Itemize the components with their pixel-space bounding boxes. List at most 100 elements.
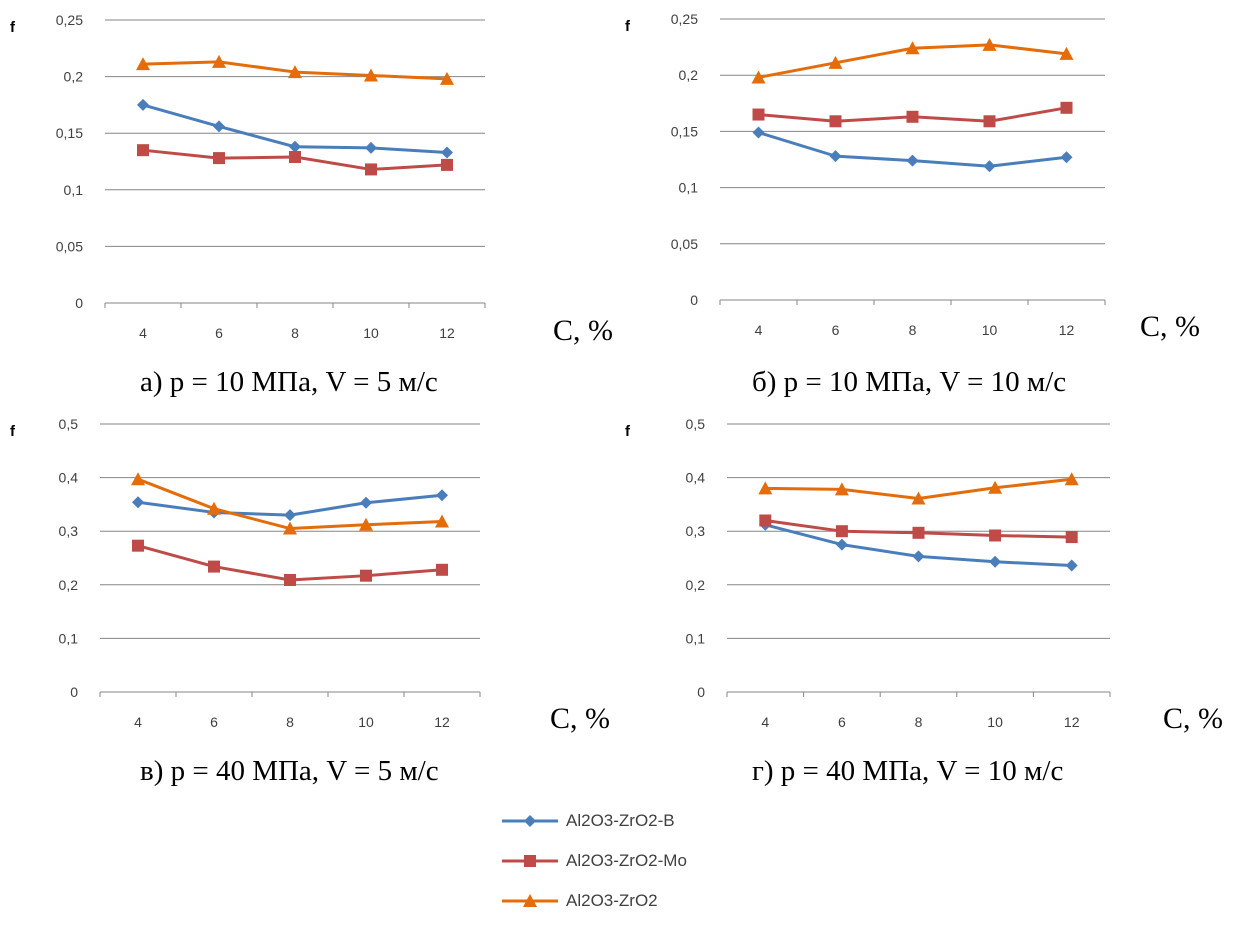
y-tick-label: 0,2 [64,69,84,85]
data-point [213,152,225,165]
data-point [1064,472,1079,486]
data-point [441,146,453,159]
data-point [1060,151,1073,164]
data-point [137,98,149,111]
data-point [989,529,1002,542]
y-tick-label: 0,5 [686,416,706,432]
x-tick-label: 12 [1059,322,1075,338]
data-point [441,158,453,171]
data-point [435,514,449,528]
data-point [982,37,997,51]
legend-item-base: Al2O3-ZrO2 [500,886,658,916]
legend-label-mo: Al2O3-ZrO2-Mo [566,851,687,870]
y-tick-label: 0,25 [671,11,698,27]
y-tick-label: 0,1 [59,630,79,646]
chart-b-caption: б) p = 10 МПа, V = 10 м/с [752,366,1067,398]
y-tick-label: 0,5 [59,416,79,432]
legend-label-b: Al2O3-ZrO2-B [566,811,675,830]
data-point [751,70,766,84]
y-tick-label: 0 [70,684,78,700]
legend-marker-square [502,855,558,867]
data-point [131,472,145,486]
y-axis-label: f [10,19,16,36]
data-point [912,550,925,563]
x-axis-label: C, % [1140,310,1200,343]
data-point [1060,101,1073,114]
data-point [983,115,996,128]
data-point [359,517,373,531]
data-point [905,41,920,55]
x-tick-label: 12 [434,714,450,730]
chart-a-svg: 0 0,05 0,1 0,15 0,2 0,25 4 6 8 10 12 f C, % [10,12,613,347]
chart-b-svg: 0 0,05 0,1 0,15 0,2 0,25 4 6 8 10 12 f C, % [625,11,1200,343]
series-line [137,477,443,531]
data-point [289,150,301,163]
x-axis-label: C, % [1163,702,1223,735]
data-point [835,525,848,538]
x-tick-label: 8 [286,714,294,730]
legend-item-mo: Al2O3-ZrO2-Mo [500,846,687,876]
x-tick-label: 10 [358,714,374,730]
x-tick-label: 4 [755,322,763,338]
chart-c-caption: в) p = 40 МПа, V = 5 м/с [140,755,439,787]
data-point [132,496,144,509]
y-axis-label: f [625,18,631,35]
data-point [912,526,925,539]
data-point [752,126,765,139]
data-point [132,539,144,552]
data-point [1059,46,1074,60]
data-point [136,57,150,71]
legend-marker [523,894,537,907]
x-tick-label: 10 [363,325,379,341]
x-axis-label: C, % [550,702,610,735]
y-tick-label: 0,1 [686,630,706,646]
data-point [759,514,772,527]
data-point [365,163,377,176]
y-tick-label: 0,3 [59,523,79,539]
data-point [283,521,297,535]
data-point [137,144,149,157]
y-tick-label: 0 [75,295,83,311]
x-tick-label: 4 [139,325,147,341]
data-point [989,555,1002,568]
legend-label-base: Al2O3-ZrO2 [566,891,658,910]
y-tick-label: 0,1 [679,180,699,196]
data-point [835,538,848,551]
data-point [758,481,773,495]
chart-legend: Al2O3-ZrO2-B Al2O3-ZrO2-Mo Al2O3-ZrO2 [500,806,820,931]
y-tick-label: 0,05 [671,236,698,252]
x-tick-label: 6 [215,325,223,341]
data-point [208,560,220,573]
data-point [906,110,919,123]
y-tick-label: 0,25 [56,12,83,28]
data-point [906,154,919,167]
data-point [834,482,849,496]
x-tick-label: 12 [439,325,455,341]
data-point [983,160,996,173]
data-point [988,480,1003,494]
data-point [1065,559,1078,572]
data-point [360,496,372,509]
chart-panel-a: 0 0,05 0,1 0,15 0,2 0,25 4 6 8 10 12 f C, % [0,0,620,350]
data-point [829,150,842,163]
x-tick-label: 4 [134,714,142,730]
x-tick-label: 6 [838,714,846,730]
data-point [440,71,454,85]
data-point [207,501,221,515]
x-tick-label: 10 [987,714,1003,730]
legend-marker [524,815,536,827]
x-tick-label: 10 [982,322,998,338]
y-tick-label: 0,2 [686,577,706,593]
chart-panel-c: 0 0,1 0,2 0,3 0,4 0,5 4 6 8 10 12 f C, % [0,410,620,735]
chart-d-svg: 0 0,1 0,2 0,3 0,4 0,5 4 6 8 10 12 f C, % [625,416,1223,735]
data-point [829,115,842,128]
x-tick-label: 8 [291,325,299,341]
y-axis-label: f [625,423,631,440]
y-tick-label: 0 [690,292,698,308]
x-tick-label: 12 [1064,714,1080,730]
y-tick-label: 0 [697,684,705,700]
data-point [828,55,843,69]
y-tick-label: 0,3 [686,523,706,539]
chart-a-caption: а) p = 10 МПа, V = 5 м/с [140,366,438,398]
x-tick-label: 8 [915,714,923,730]
